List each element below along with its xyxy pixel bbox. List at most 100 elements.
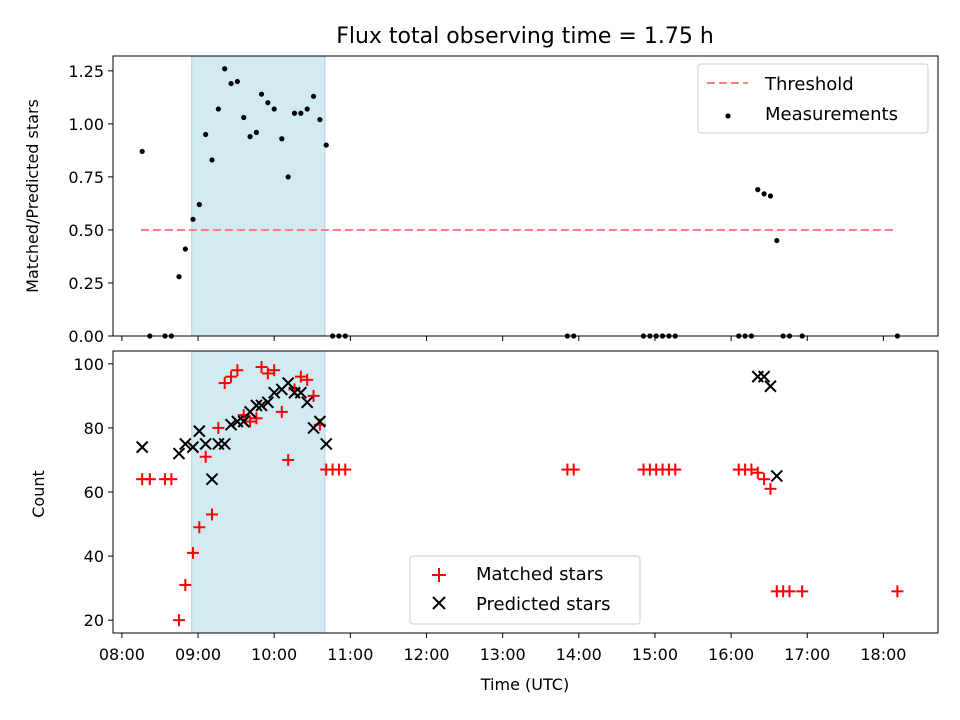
x-axis-label: Time (UTC) (480, 675, 569, 694)
predicted-star-point (186, 440, 200, 454)
matched-stars-series (136, 361, 904, 627)
x-tick-label: 14:00 (556, 645, 602, 664)
matched-star-point (244, 415, 257, 428)
x-tick-label: 15:00 (632, 645, 678, 664)
legend-matched-label: Matched stars (476, 564, 603, 585)
matched-star-point (796, 585, 809, 598)
predicted-star-point (135, 440, 149, 454)
bottom-y-axis-ticks: 20 40 60 80 100 (73, 355, 113, 630)
measurement-point (241, 114, 247, 121)
measurement-point (265, 100, 271, 106)
x-tick-label: 16:00 (708, 645, 754, 664)
predicted-stars-series (135, 370, 784, 486)
measurement-point (304, 106, 310, 112)
matched-star-point (143, 473, 156, 486)
bottom-legend-box (409, 555, 641, 625)
top-y-tick-label: 1.25 (68, 62, 104, 81)
predicted-star-point (199, 437, 212, 451)
legend-predicted-label: Predicted stars (476, 594, 610, 615)
legend-matched-swatch (432, 568, 446, 582)
matched-star-point (212, 421, 225, 434)
measurement-point (139, 148, 145, 155)
matched-star-point (165, 473, 178, 486)
matched-star-point (206, 508, 218, 521)
bottom-y-tick-label: 80 (84, 419, 104, 438)
matched-star-point (891, 585, 904, 598)
predicted-star-point (172, 447, 186, 460)
matched-star-point (193, 521, 206, 534)
predicted-star-point (267, 386, 281, 399)
predicted-star-point (300, 396, 314, 409)
measurement-point (291, 110, 298, 116)
matched-star-point (255, 361, 268, 374)
matched-star-point (218, 377, 231, 390)
x-tick-label: 18:00 (860, 645, 906, 664)
bottom-y-axis-label: Count (29, 470, 48, 518)
measurement-point (190, 216, 196, 222)
matched-star-point (268, 364, 281, 377)
legend-threshold-label: Threshold (764, 74, 854, 95)
measurement-point (317, 117, 323, 123)
bottom-panel: 20 40 60 80 100 08:00 09:00 10:00 11:00 12:00 13:… (29, 350, 939, 694)
bottom-x-axis-ticks: 08:00 09:00 10:00 11:00 12:00 13:00 14:00 15:00… (99, 633, 906, 664)
matched-star-point (225, 370, 238, 383)
matched-star-point (231, 364, 244, 377)
predicted-star-point (255, 399, 268, 412)
matched-star-point (186, 546, 199, 559)
bottom-legend: Matched stars Predicted stars (409, 555, 641, 625)
x-tick-label: 09:00 (175, 645, 221, 664)
matched-star-point (250, 412, 263, 425)
top-y-tick-label: 1.00 (68, 115, 104, 134)
predicted-star-point (205, 472, 219, 486)
matched-star-point (261, 367, 274, 380)
matched-star-point (339, 463, 352, 476)
matched-star-point (173, 614, 185, 627)
measurement-point (176, 274, 182, 280)
predicted-star-point (770, 469, 784, 483)
predicted-star-point (281, 376, 295, 390)
predicted-star-point (764, 380, 777, 393)
top-y-axis-ticks: 0.00 0.25 0.50 0.75 1.00 1.25 (68, 62, 113, 346)
legend-measurements-swatch (725, 113, 731, 119)
measurement-point (310, 93, 317, 99)
predicted-star-point (261, 396, 275, 409)
predicted-star-point (757, 370, 771, 383)
x-tick-label: 08:00 (99, 645, 145, 664)
predicted-star-point (224, 418, 238, 431)
predicted-star-point (193, 424, 206, 438)
measurement-point (222, 66, 228, 72)
measurement-point (279, 136, 285, 142)
measurement-point (767, 193, 774, 199)
measurement-point (209, 157, 215, 163)
top-y-tick-label: 0.75 (68, 168, 104, 187)
chart-title: Flux total observing time = 1.75 h (336, 24, 714, 49)
x-tick-label: 12:00 (403, 645, 449, 664)
bottom-y-tick-label: 20 (84, 611, 104, 630)
predicted-star-point (313, 415, 327, 428)
measurement-point (234, 78, 240, 85)
measurement-point (323, 142, 329, 148)
measurement-point (203, 131, 209, 138)
legend-measurements-label: Measurements (765, 104, 898, 125)
predicted-star-point (250, 399, 263, 412)
matched-star-point (275, 405, 288, 418)
top-shaded-region (191, 55, 326, 337)
bottom-y-tick-label: 60 (84, 483, 104, 502)
legend-predicted-swatch (432, 596, 446, 610)
matched-star-point (567, 463, 580, 476)
bottom-y-tick-label: 40 (84, 547, 104, 566)
x-tick-label: 11:00 (327, 645, 373, 664)
measurement-point (215, 106, 221, 112)
measurement-point (196, 201, 202, 208)
matched-star-point (282, 453, 295, 466)
matched-star-point (301, 373, 314, 386)
top-axes-frame (112, 55, 939, 337)
matched-star-point (758, 473, 771, 486)
matched-star-point (751, 466, 764, 479)
predicted-star-point (179, 437, 192, 451)
matched-star-point (783, 585, 796, 598)
top-y-tick-label: 0.50 (68, 221, 104, 240)
top-y-axis-label: Matched/Predicted stars (23, 99, 42, 293)
matched-star-point (745, 463, 758, 476)
top-y-tick-label: 0.00 (68, 327, 104, 346)
